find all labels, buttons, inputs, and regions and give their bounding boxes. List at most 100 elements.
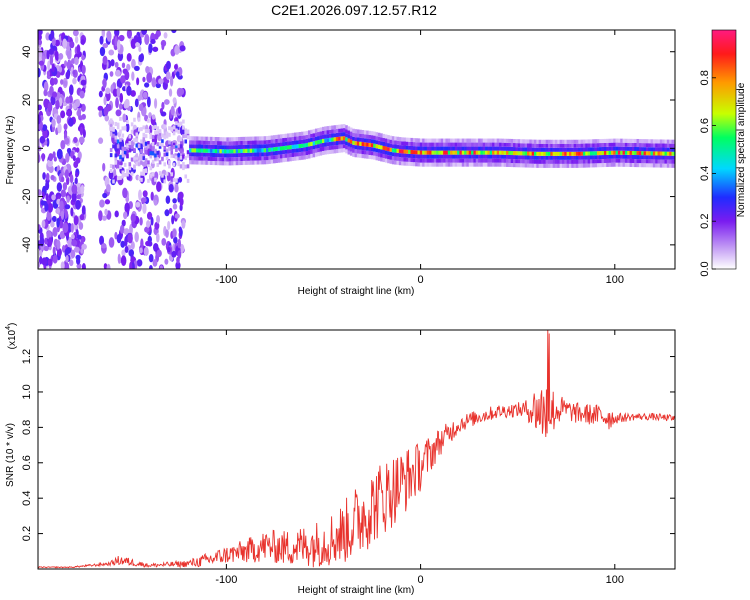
heatmap-cell <box>540 147 544 152</box>
heatmap-cell <box>387 155 390 160</box>
heatmap-cell <box>298 148 302 153</box>
heatmap-cell <box>130 157 134 162</box>
heatmap-cell <box>475 146 479 151</box>
heatmap-cell <box>247 160 250 165</box>
heatmap-cell <box>326 134 330 139</box>
heatmap-cell <box>419 154 423 159</box>
heatmap-cell <box>671 143 675 148</box>
heatmap-cell <box>72 70 76 76</box>
heatmap-cell <box>179 197 184 206</box>
heatmap-cell <box>506 154 509 159</box>
heatmap-cell <box>144 82 150 88</box>
heatmap-cell <box>624 162 628 167</box>
heatmap-cell <box>259 144 262 149</box>
heatmap-cell <box>161 139 164 144</box>
heatmap-cell <box>510 151 514 156</box>
heatmap-cell <box>289 137 292 142</box>
heatmap-cell <box>293 148 297 153</box>
heatmap-cell <box>522 139 525 144</box>
heatmap-cell <box>429 146 432 151</box>
heatmap-cell <box>165 134 169 139</box>
heatmap-cell <box>610 138 614 143</box>
heatmap-cell <box>617 142 621 147</box>
heatmap-cell <box>345 149 348 154</box>
heatmap-cell <box>527 139 530 144</box>
heatmap-cell <box>228 161 232 166</box>
heatmap-cell <box>631 142 635 147</box>
heatmap-cell <box>375 144 379 149</box>
heatmap-cell <box>156 249 162 258</box>
heatmap-cell <box>480 158 484 163</box>
heatmap-cell <box>657 155 661 160</box>
heatmap-cell <box>245 156 248 161</box>
heatmap-cell <box>284 137 288 142</box>
heatmap-cell <box>119 92 124 104</box>
heatmap-cell <box>338 148 341 153</box>
heatmap-cell <box>174 213 180 219</box>
heatmap-cell <box>207 148 211 153</box>
heatmap-cell <box>424 146 428 151</box>
heatmap-cell <box>589 155 593 160</box>
heatmap-cell <box>182 154 185 159</box>
heatmap-cell <box>65 96 70 104</box>
heatmap-cell <box>279 150 283 155</box>
heatmap-cell <box>559 163 563 168</box>
heatmap-cell <box>359 133 362 138</box>
heatmap-cell <box>224 153 227 158</box>
heatmap-cell <box>291 152 295 157</box>
heatmap-cell <box>552 139 556 144</box>
heatmap-cell <box>508 154 511 159</box>
heatmap-cell <box>284 149 288 154</box>
heatmap-cell <box>536 151 539 156</box>
heatmap-cell <box>252 136 255 141</box>
heatmap-cell <box>473 150 477 155</box>
heatmap-cell <box>405 141 409 146</box>
heatmap-cell <box>482 142 486 147</box>
heatmap-cell <box>338 144 341 149</box>
heatmap-cell <box>610 146 614 151</box>
heatmap-cell <box>212 140 215 145</box>
heatmap-cell <box>489 154 493 159</box>
heatmap-cell <box>417 158 421 163</box>
heatmap-cell <box>142 156 146 161</box>
heatmap-cell <box>340 124 344 129</box>
heatmap-cell <box>137 95 142 102</box>
heatmap-cell <box>98 110 103 118</box>
heatmap-cell <box>116 86 121 98</box>
heatmap-cell <box>272 159 276 164</box>
heatmap-cell <box>130 241 135 250</box>
heatmap-cell <box>321 134 325 139</box>
heatmap-cell <box>580 143 584 148</box>
heatmap-cell <box>47 102 53 113</box>
heatmap-cell <box>650 143 654 148</box>
heatmap-cell <box>78 115 84 121</box>
heatmap-cell <box>673 151 675 156</box>
heatmap-cell <box>48 237 53 247</box>
heatmap-cell <box>189 156 192 161</box>
heatmap-cell <box>310 137 313 142</box>
heatmap-cell <box>205 140 209 145</box>
heatmap-cell <box>178 191 184 200</box>
heatmap-cell <box>370 147 374 152</box>
heatmap-cell <box>203 152 206 157</box>
heatmap-cell <box>573 159 577 164</box>
heatmap-cell <box>233 157 236 162</box>
heatmap-cell <box>181 220 186 229</box>
heatmap-cell <box>671 159 675 164</box>
heatmap-cell <box>426 162 430 167</box>
heatmap-cell <box>370 143 374 148</box>
heatmap-cell <box>62 222 69 234</box>
heatmap-cell <box>259 152 262 157</box>
heatmap-cell <box>172 131 176 136</box>
heatmap-cell <box>331 149 334 154</box>
heatmap-cell <box>447 150 451 155</box>
heatmap-cell <box>184 139 188 144</box>
heatmap-cell <box>116 144 120 149</box>
heatmap-cell <box>331 141 334 146</box>
heatmap-cell <box>196 152 199 157</box>
heatmap-cell <box>662 155 665 160</box>
heatmap-cell <box>534 147 537 152</box>
heatmap-cell <box>645 147 649 152</box>
heatmap-cell <box>450 146 453 151</box>
